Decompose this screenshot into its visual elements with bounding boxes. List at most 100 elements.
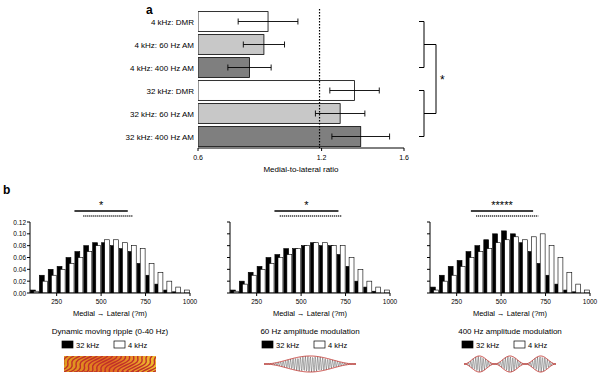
tick [427,281,430,282]
bar [522,240,527,293]
annotation: * [440,73,445,87]
tick [27,245,30,246]
tick-label: 0.6 [193,154,203,161]
tick [227,222,230,223]
tick [390,293,391,296]
tick [27,233,30,234]
tick-label: 0.08 [13,242,26,249]
error-cap [297,19,298,25]
tick-label: 750 [540,298,551,305]
bar [242,284,247,293]
legend-swatch [314,341,325,348]
plot-area [30,240,189,293]
x-axis [30,293,190,294]
tick-label: 1.2 [317,154,327,161]
significance-text: ***** [491,199,513,211]
error-bar [332,134,390,140]
bar [340,246,345,293]
bar [278,258,283,294]
bar [114,240,119,293]
tick-label: 500 [96,298,107,305]
legend-label: 32 kHz [476,341,500,350]
tick [501,293,502,296]
tick-label: 0.06 [13,254,26,261]
tick-label: 0.04 [13,266,26,273]
error-cap [271,65,272,71]
bar [567,272,572,293]
stimulus-stripes [64,356,156,372]
tick [345,293,346,296]
tick [227,233,230,234]
bar [42,281,47,293]
bar [260,269,265,293]
bracket-line [419,67,424,68]
error-bar [330,88,379,94]
tick-label: 250 [451,298,462,305]
error-cap [284,42,285,48]
figure: a4 kHz: DMR4 kHz: 60 Hz AM4 kHz: 400 Hz … [0,0,603,383]
bar [460,266,465,293]
tick [545,293,546,296]
bracket-line [419,21,424,22]
bar [514,237,519,293]
x-axis-label: Medial-to-lateral ratio [263,165,339,174]
significance-text: * [99,199,104,211]
bar [442,281,447,293]
chart-title: 400 Hz amplitude modulation [458,327,562,336]
error-cap [227,65,228,71]
bar [269,263,274,293]
legend-label: 32 kHz [276,341,300,350]
tick-label: 250 [51,298,62,305]
x-axis [230,293,390,294]
error-cap [331,134,332,140]
bracket-line [436,45,437,114]
stimulus-carrier [264,356,356,372]
tick-label: 250 [251,298,262,305]
bar [78,258,83,294]
bar [105,240,110,293]
chart-title: Dynamic moving ripple (0-40 Hz) [52,327,169,336]
error-line [330,90,379,91]
bracket-line [419,136,424,137]
stimulus-stripe [117,356,133,372]
bar [451,275,456,293]
tick-label: 0.12 [13,219,26,226]
histogram-panel: b0.000.020.040.060.080.100.1225050075010… [3,183,198,372]
stimulus-stripe [147,356,156,372]
bar [314,243,319,293]
reference-line [319,8,320,148]
bar [296,249,301,293]
tick [456,293,457,296]
error-bar [315,111,364,117]
bar [287,255,292,293]
bar [96,246,101,293]
panel-a: a4 kHz: DMR4 kHz: 60 Hz AM4 kHz: 400 Hz … [126,3,445,174]
bar [51,275,56,293]
tick-label: 0.00 [13,290,26,297]
stimulus [64,356,156,372]
error-line [332,136,390,137]
bar [140,249,145,293]
significance-line [476,215,538,217]
tick [256,293,257,296]
tick [27,293,30,294]
tick-label: 1000 [183,298,198,305]
bar [558,258,563,294]
histogram-panel: 2505007501000Medial → Lateral (?m)*****4… [427,199,598,372]
legend-swatch [62,341,73,348]
legend-swatch [114,341,125,348]
tick [27,222,30,223]
plot-area [198,8,390,148]
tick-label: 750 [140,298,151,305]
x-axis [430,293,590,294]
bar [322,243,327,293]
x-axis-label: Medial → Lateral (?m) [473,309,548,318]
bar [87,252,92,293]
x-axis-label: Medial → Lateral (?m) [273,309,348,318]
tick [227,281,230,282]
tick-label: 0.10 [13,230,26,237]
bar [540,234,545,293]
error-bar [238,19,298,25]
panel-label: a [146,3,153,17]
bar [149,263,154,293]
